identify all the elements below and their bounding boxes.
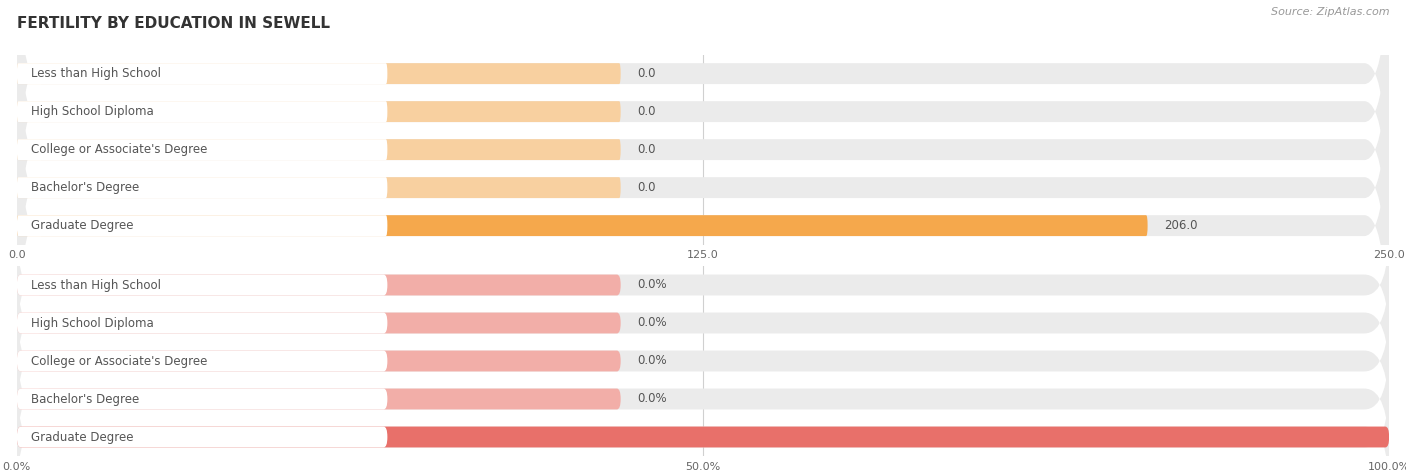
Text: Less than High School: Less than High School — [31, 278, 160, 292]
Text: College or Associate's Degree: College or Associate's Degree — [31, 354, 207, 368]
FancyBboxPatch shape — [17, 227, 1389, 343]
FancyBboxPatch shape — [17, 275, 388, 295]
Text: High School Diploma: High School Diploma — [31, 105, 153, 118]
Text: Bachelor's Degree: Bachelor's Degree — [31, 392, 139, 406]
FancyBboxPatch shape — [17, 139, 388, 160]
FancyBboxPatch shape — [17, 0, 1389, 272]
FancyBboxPatch shape — [17, 341, 1389, 457]
Text: Bachelor's Degree: Bachelor's Degree — [31, 181, 139, 194]
FancyBboxPatch shape — [17, 101, 620, 122]
FancyBboxPatch shape — [17, 313, 388, 333]
FancyBboxPatch shape — [17, 275, 620, 295]
FancyBboxPatch shape — [17, 351, 388, 371]
Text: High School Diploma: High School Diploma — [31, 316, 153, 330]
Text: 0.0: 0.0 — [637, 181, 655, 194]
Text: 0.0%: 0.0% — [637, 392, 666, 406]
Text: 0.0: 0.0 — [637, 143, 655, 156]
FancyBboxPatch shape — [17, 389, 388, 409]
Text: College or Associate's Degree: College or Associate's Degree — [31, 143, 207, 156]
FancyBboxPatch shape — [17, 313, 620, 333]
FancyBboxPatch shape — [17, 0, 1389, 310]
FancyBboxPatch shape — [17, 63, 388, 84]
FancyBboxPatch shape — [17, 427, 388, 447]
Text: 0.0: 0.0 — [637, 67, 655, 80]
FancyBboxPatch shape — [17, 389, 620, 409]
FancyBboxPatch shape — [17, 427, 1389, 447]
Text: 206.0: 206.0 — [1164, 219, 1198, 232]
FancyBboxPatch shape — [17, 101, 388, 122]
FancyBboxPatch shape — [17, 27, 1389, 348]
FancyBboxPatch shape — [17, 65, 1389, 386]
FancyBboxPatch shape — [17, 139, 620, 160]
Text: Graduate Degree: Graduate Degree — [31, 430, 134, 444]
FancyBboxPatch shape — [17, 215, 388, 236]
FancyBboxPatch shape — [17, 63, 620, 84]
FancyBboxPatch shape — [17, 215, 1147, 236]
Text: Less than High School: Less than High School — [31, 67, 160, 80]
Text: Graduate Degree: Graduate Degree — [31, 219, 134, 232]
FancyBboxPatch shape — [17, 379, 1389, 475]
Text: 0.0: 0.0 — [637, 105, 655, 118]
Text: 0.0%: 0.0% — [637, 316, 666, 330]
FancyBboxPatch shape — [17, 351, 620, 371]
Text: 0.0%: 0.0% — [637, 278, 666, 292]
Text: FERTILITY BY EDUCATION IN SEWELL: FERTILITY BY EDUCATION IN SEWELL — [17, 16, 330, 31]
FancyBboxPatch shape — [17, 177, 388, 198]
Text: 0.0%: 0.0% — [637, 354, 666, 368]
FancyBboxPatch shape — [17, 303, 1389, 419]
Text: Source: ZipAtlas.com: Source: ZipAtlas.com — [1271, 7, 1389, 17]
FancyBboxPatch shape — [17, 0, 1389, 234]
FancyBboxPatch shape — [17, 265, 1389, 381]
FancyBboxPatch shape — [17, 177, 620, 198]
